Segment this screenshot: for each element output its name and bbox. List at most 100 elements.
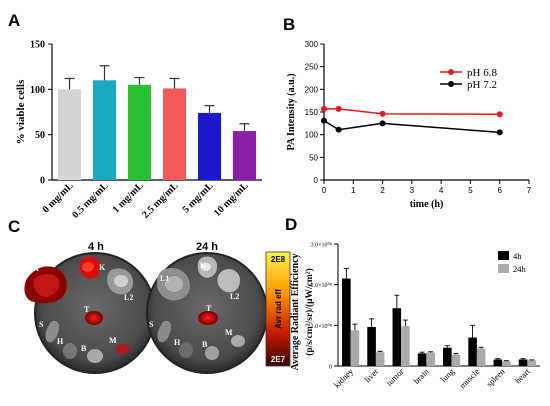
d-legend-swatch	[498, 264, 509, 273]
organ-label-m-24h: M	[225, 328, 233, 337]
b-x-axis-label: time (h)	[410, 199, 444, 210]
b-y-axis-label: PA Intensity (a.u.)	[286, 73, 297, 150]
organ-label-k-4h: K	[99, 263, 106, 272]
organ-muscle-24h	[231, 335, 245, 347]
a-x-tick-label: 10 mg/mL	[212, 180, 251, 219]
d-bar	[451, 354, 461, 366]
b-x-tick-label: 0	[322, 186, 327, 195]
b-y-tick-label: 0	[314, 176, 319, 185]
a-y-tick-label: 50	[35, 130, 45, 141]
b-y-tick-label: 50	[309, 153, 318, 162]
d-y-axis-label: Average Radiant Efficiency	[290, 253, 301, 370]
organ-label-l1-4h: L1	[30, 264, 39, 273]
dish-4h	[24, 252, 156, 374]
d-legend-swatch	[498, 251, 509, 260]
organ-liver2-24h	[217, 269, 240, 293]
b-series-point	[335, 105, 342, 112]
time-label-24h: 24 h	[196, 241, 218, 253]
colorbar: 2E8 2E7 Avr rad eff	[265, 251, 291, 367]
organ-brain-4h	[87, 349, 103, 363]
organ-liver1-24h-core	[165, 276, 183, 292]
a-bar	[57, 89, 82, 180]
organ-brain-24h	[205, 346, 219, 360]
colorbar-gradient	[265, 251, 291, 367]
b-series-line	[324, 108, 500, 116]
b-y-tick-label: 250	[305, 63, 319, 72]
chart-d-radiant-efficiency: 0 1.0×10⁰⁸ 2.0×10⁰⁸ 3.0×10⁰⁸ Average Radiant…	[290, 242, 540, 390]
b-y-tick-label: 300	[305, 40, 319, 49]
d-x-tick-label: brain	[411, 366, 431, 386]
a-y-tick-label: 100	[30, 85, 45, 96]
organ-heart-24h	[179, 342, 193, 358]
d-bar	[350, 330, 360, 366]
organ-label-b-24h: B	[202, 340, 208, 349]
panel-letter-a: A	[8, 11, 20, 30]
a-bar	[92, 80, 117, 180]
chart-b-pa-intensity: 0 50 100 150 200 250 300 0 1 2 3 4 5 6 7 time (h) PA Int…	[286, 40, 532, 210]
organ-tumor-24h	[198, 311, 218, 325]
a-x-tick-label: 1 mg/mL	[111, 180, 146, 215]
panel-c-imaging: 4 h 24 h	[24, 241, 291, 374]
d-bar	[476, 348, 486, 366]
a-y-axis-label: % viable cells	[15, 79, 27, 144]
d-y-tick-label: 3.0×10⁰⁸	[311, 242, 332, 249]
b-series-point	[379, 120, 386, 127]
organ-label-t-24h: T	[206, 304, 212, 313]
colorbar-title: Avr rad eff	[274, 289, 283, 329]
organ-kidney-24h-core	[201, 263, 211, 271]
b-y-tick-label: 100	[305, 131, 319, 140]
b-x-tick-label: 1	[351, 186, 356, 195]
b-legend-label: pH 6.8	[467, 67, 497, 79]
b-series-point	[496, 111, 503, 118]
d-x-tick-label: lung	[438, 366, 456, 384]
organ-label-s-4h: S	[39, 320, 44, 329]
d-legend-label: 4h	[513, 251, 522, 261]
b-y-tick-label: 200	[305, 85, 319, 94]
organ-labels: L1 K L2 T S H B M L1 K L2 T S H B M	[30, 261, 239, 353]
a-x-tick-label: 0 mg/mL	[41, 180, 76, 215]
dish-24h	[146, 252, 268, 374]
colorbar-min-label: 2E7	[271, 355, 286, 364]
d-bar	[502, 361, 511, 366]
organ-label-l2-24h: L2	[230, 292, 239, 301]
b-series-point	[496, 129, 503, 136]
d-bar	[392, 308, 402, 366]
a-bar	[197, 112, 222, 180]
b-x-tick-label: 5	[468, 186, 473, 195]
organ-spleen-24h	[157, 320, 172, 343]
organ-heart-4h	[63, 343, 77, 359]
a-bar	[127, 84, 152, 180]
d-x-tick-label: liver	[362, 366, 380, 384]
b-x-tick-label: 4	[439, 186, 444, 195]
b-series-point	[321, 117, 327, 124]
d-y-tick-label: 2.0×10⁰⁸	[311, 282, 332, 289]
d-x-tick-label: muscle	[457, 366, 481, 390]
d-bar	[367, 326, 376, 366]
organ-label-l2-4h: L2	[124, 293, 133, 302]
b-series-line	[323, 119, 500, 134]
d-bar	[518, 359, 528, 366]
time-label-4h: 4 h	[88, 241, 104, 253]
a-x-tick-label: 5 mg/mL	[181, 180, 216, 215]
a-bar	[162, 88, 187, 180]
organ-label-s-24h: S	[149, 320, 154, 329]
organ-label-m-4h: M	[109, 336, 117, 345]
panel-letter-c: C	[8, 217, 20, 236]
b-legend-marker	[448, 69, 454, 75]
b-x-tick-label: 6	[497, 186, 502, 195]
organ-kidney-4h-core	[82, 262, 94, 272]
d-x-tick-label: kidney	[332, 366, 356, 390]
b-x-tick-label: 7	[527, 186, 532, 195]
organ-liver1-4h-core	[33, 273, 60, 297]
b-legend-marker	[448, 81, 454, 87]
organ-tumor-4h	[85, 311, 103, 325]
organ-muscle-4h	[116, 344, 130, 354]
d-bar	[401, 326, 410, 366]
b-x-tick-label: 2	[380, 186, 385, 195]
d-legend-label: 24h	[513, 264, 527, 274]
organ-spleen-4h	[45, 320, 60, 343]
a-x-tick-label: 0.5 mg/mL	[70, 180, 111, 221]
d-bar	[468, 337, 477, 366]
